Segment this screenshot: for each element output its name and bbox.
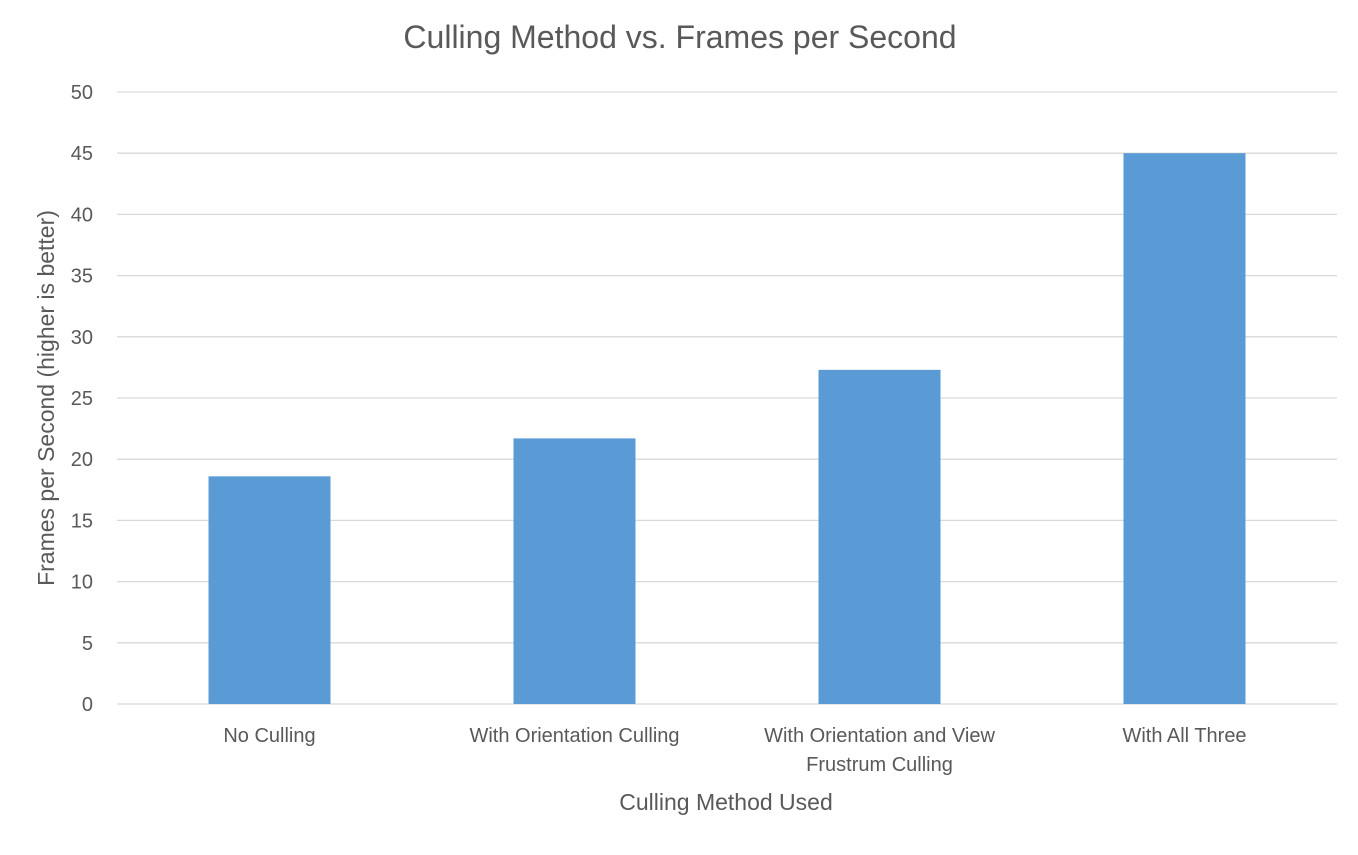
- x-tick-label: With All Three: [1122, 725, 1246, 747]
- chart-title: Culling Method vs. Frames per Second: [403, 19, 956, 55]
- y-axis-ticks: 0 5 10 15 20 25 30 35 40 45 50: [71, 82, 93, 716]
- y-tick-label: 45: [71, 143, 93, 165]
- x-tick-label: No Culling: [223, 725, 315, 747]
- y-tick-label: 0: [82, 694, 93, 716]
- x-axis-ticks: No Culling With Orientation Culling With O…: [223, 725, 1246, 776]
- y-tick-label: 35: [71, 266, 93, 288]
- y-tick-label: 50: [71, 82, 93, 104]
- bars: [208, 153, 1246, 704]
- x-tick-label: With Orientation Culling: [469, 725, 679, 747]
- y-tick-label: 5: [82, 633, 93, 655]
- bar-4: [1123, 153, 1246, 704]
- y-axis-title: Frames per Second (higher is better): [33, 210, 59, 586]
- y-tick-label: 30: [71, 327, 93, 349]
- bar-3: [818, 369, 941, 704]
- bar-2: [513, 438, 636, 704]
- y-tick-label: 25: [71, 388, 93, 410]
- x-axis-title: Culling Method Used: [619, 789, 833, 815]
- x-tick-label: With Orientation and View Frustrum Cullin…: [764, 725, 995, 776]
- y-tick-label: 15: [71, 510, 93, 532]
- bar-1: [208, 476, 331, 704]
- y-tick-label: 10: [71, 572, 93, 594]
- y-tick-label: 40: [71, 204, 93, 226]
- y-tick-label: 20: [71, 449, 93, 471]
